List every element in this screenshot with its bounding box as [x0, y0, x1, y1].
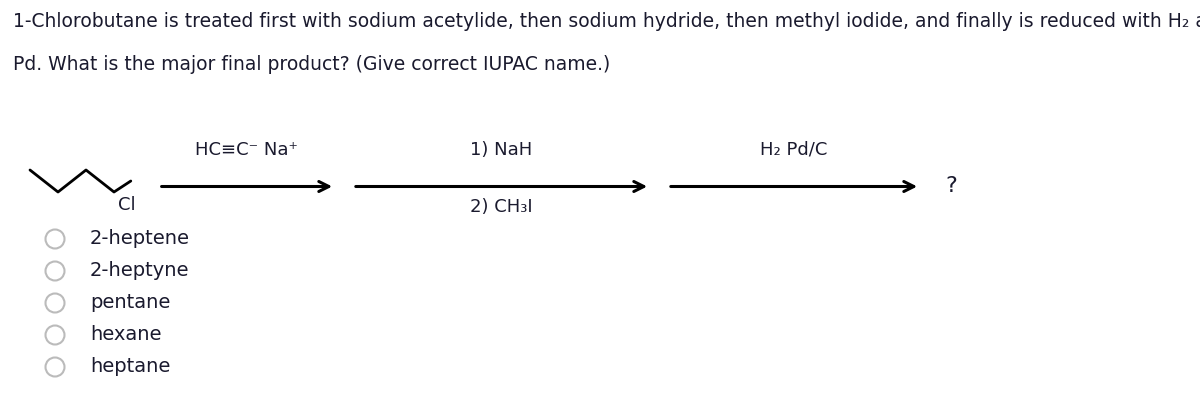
- Text: hexane: hexane: [90, 326, 162, 345]
- Text: heptane: heptane: [90, 358, 170, 376]
- Text: 2-heptyne: 2-heptyne: [90, 262, 190, 281]
- Text: HC≡C⁻ Na⁺: HC≡C⁻ Na⁺: [196, 141, 299, 158]
- Text: 1-Chlorobutane is treated first with sodium acetylide, then sodium hydride, then: 1-Chlorobutane is treated first with sod…: [13, 12, 1200, 31]
- Text: Cl: Cl: [118, 196, 136, 214]
- Text: 2) CH₃I: 2) CH₃I: [470, 198, 533, 216]
- Text: 2-heptene: 2-heptene: [90, 229, 190, 249]
- Text: 1) NaH: 1) NaH: [470, 141, 533, 158]
- Text: Pd. What is the major final product? (Give correct IUPAC name.): Pd. What is the major final product? (Gi…: [13, 55, 611, 74]
- Text: ?: ?: [946, 177, 956, 197]
- Text: pentane: pentane: [90, 293, 170, 312]
- Text: H₂ Pd/C: H₂ Pd/C: [761, 141, 828, 158]
